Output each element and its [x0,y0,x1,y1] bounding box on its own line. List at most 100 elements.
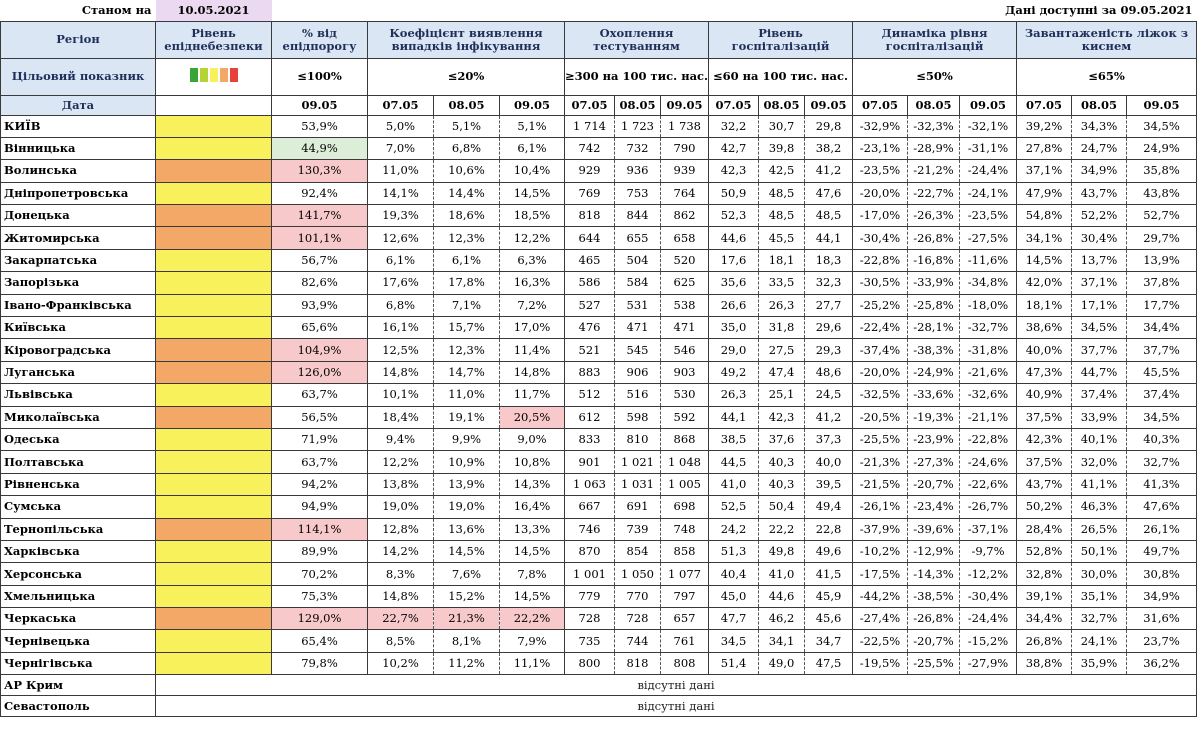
hosp-dyn-value: -26,3% [907,204,960,228]
oxygen-value: 47,3% [1016,360,1072,385]
detection-value: 7,0% [367,136,434,161]
detection-value: 20,5% [499,405,565,429]
testing-value: 901 [564,450,615,474]
oxygen-value: 41,3% [1126,472,1197,497]
hosp-dyn-value: -12,2% [959,562,1017,586]
hosp-dyn-value: -21,1% [959,405,1017,429]
testing-value: 592 [660,405,709,429]
missing-data-note: відсутні дані [155,695,1197,718]
oxygen-value: 34,9% [1071,159,1127,183]
testing-value: 744 [614,629,661,653]
oxygen-value: 24,9% [1126,136,1197,161]
table-row: Івано-Франківська 93,9% 6,8% 7,1% 7,2% 527 531… [0,293,1197,318]
level-indicator [155,517,272,541]
date-test-0: 07.05 [564,94,615,116]
oxygen-value: 13,9% [1126,248,1197,273]
target-hosp: ≤60 на 100 тис. нас. [708,57,853,96]
detection-value: 14,5% [499,539,565,564]
hosp-dyn-value: -25,5% [852,427,908,452]
oxygen-value: 42,0% [1016,271,1072,295]
table-row: Полтавська 63,7% 12,2% 10,9% 10,8% 901 1 021 1 … [0,450,1197,474]
detection-value: 19,0% [367,495,434,519]
hosp-value: 37,3 [804,427,853,452]
testing-value: 527 [564,293,615,318]
hosp-value: 26,3 [708,383,759,407]
hosp-dyn-value: -32,7% [959,316,1017,340]
table-row: Одеська 71,9% 9,4% 9,9% 9,0% 833 810 868 38,5 37,… [0,427,1197,452]
oxygen-value: 37,4% [1126,383,1197,407]
hosp-dyn-value: -25,8% [907,293,960,318]
table-row: Кіровоградська 104,9% 12,5% 12,3% 11,4% 521 54… [0,338,1197,362]
pct-threshold-value: 63,7% [271,383,368,407]
detection-value: 8,1% [433,629,500,653]
hosp-dyn-value: -20,7% [907,629,960,653]
oxygen-value: 34,5% [1071,316,1127,340]
testing-value: 1 048 [660,450,709,474]
testing-value: 748 [660,517,709,541]
testing-value: 531 [614,293,661,318]
date-dyn-2: 09.05 [959,94,1017,116]
hosp-value: 39,5 [804,472,853,497]
hosp-dyn-value: -24,1% [959,181,1017,206]
oxygen-value: 34,1% [1016,226,1072,250]
date-test-2: 09.05 [660,94,709,116]
oxygen-value: 17,1% [1071,293,1127,318]
oxygen-value: 32,8% [1016,562,1072,586]
table-row: Закарпатська 56,7% 6,1% 6,1% 6,3% 465 504 520 17… [0,248,1197,273]
hosp-dyn-value: -37,9% [852,517,908,541]
hosp-value: 48,5 [804,204,853,228]
hosp-dyn-value: -24,6% [959,450,1017,474]
level-indicator [155,226,272,250]
hosp-value: 48,5 [758,204,805,228]
hosp-value: 45,0 [708,584,759,609]
hosp-value: 29,0 [708,338,759,362]
date-dyn-1: 08.05 [907,94,960,116]
oxygen-value: 35,8% [1126,159,1197,183]
hosp-value: 33,5 [758,271,805,295]
testing-value: 471 [660,316,709,340]
detection-value: 11,0% [433,383,500,407]
oxygen-value: 47,6% [1126,495,1197,519]
oxygen-value: 33,9% [1071,405,1127,429]
detection-value: 6,3% [499,248,565,273]
testing-value: 1 021 [614,450,661,474]
oxygen-value: 39,2% [1016,114,1072,138]
testing-value: 939 [660,159,709,183]
hosp-value: 41,2 [804,159,853,183]
pct-threshold-value: 94,9% [271,495,368,519]
testing-value: 1 050 [614,562,661,586]
testing-value: 471 [614,316,661,340]
oxygen-value: 39,1% [1016,584,1072,609]
hosp-value: 37,6 [758,427,805,452]
testing-value: 655 [614,226,661,250]
level-indicator [155,159,272,183]
table-row: Рівненська 94,2% 13,8% 13,9% 14,3% 1 063 1 031… [0,472,1197,497]
hosp-dyn-value: -37,1% [959,517,1017,541]
region-name: Житомирська [0,226,156,250]
testing-value: 545 [614,338,661,362]
detection-value: 12,5% [367,338,434,362]
oxygen-value: 32,7% [1071,607,1127,631]
hosp-value: 44,5 [708,450,759,474]
hosp-value: 30,7 [758,114,805,138]
level-indicator [155,539,272,564]
detection-value: 6,8% [367,293,434,318]
testing-value: 833 [564,427,615,452]
oxygen-value: 41,1% [1071,472,1127,497]
hosp-dyn-value: -34,8% [959,271,1017,295]
hosp-dyn-value: -20,0% [852,360,908,385]
detection-value: 6,1% [433,248,500,273]
detection-value: 13,9% [433,472,500,497]
table-row: Черкаська 129,0% 22,7% 21,3% 22,2% 728 728 657 4… [0,607,1197,631]
region-name: Львівська [0,383,156,407]
hosp-dyn-value: -32,1% [959,114,1017,138]
hosp-dyn-value: -32,9% [852,114,908,138]
hosp-value: 24,5 [804,383,853,407]
table-row: Київська 65,6% 16,1% 15,7% 17,0% 476 471 471 35,… [0,316,1197,340]
table-row: Херсонська 70,2% 8,3% 7,6% 7,8% 1 001 1 050 1 0… [0,562,1197,586]
hosp-dyn-value: -26,1% [852,495,908,519]
hosp-dyn-value: -20,0% [852,181,908,206]
testing-value: 691 [614,495,661,519]
region-name: Чернігівська [0,651,156,676]
hosp-dyn-value: -24,4% [959,159,1017,183]
